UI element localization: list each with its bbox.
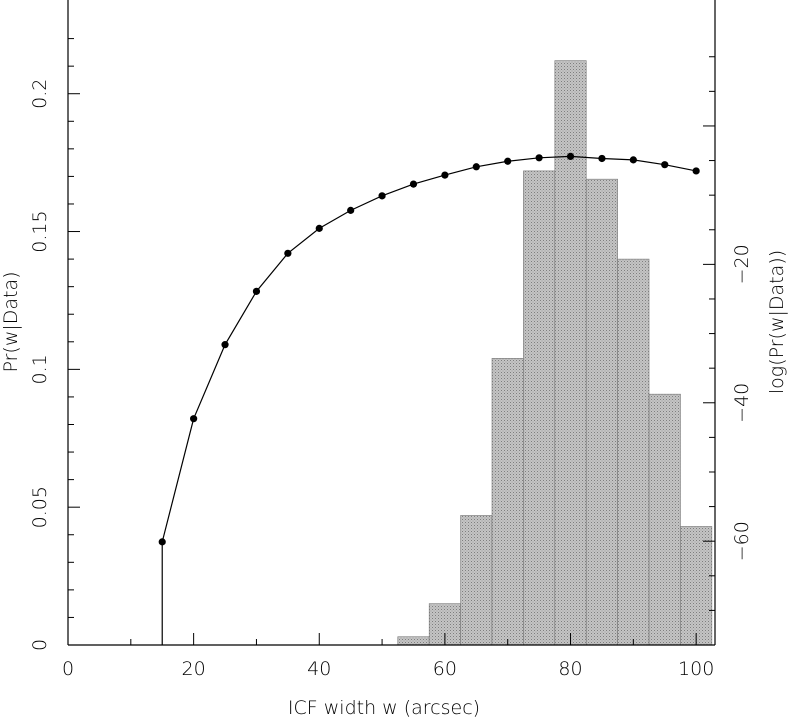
x-axis-label: ICF width w (arcsec) <box>288 697 480 719</box>
curve-point <box>598 154 606 163</box>
curve-point <box>472 163 480 171</box>
histogram-bar <box>397 636 430 646</box>
curve-point <box>378 192 386 200</box>
histogram-bar <box>585 178 618 646</box>
curve-point <box>692 167 700 175</box>
x-tick-label: 40 <box>307 658 331 680</box>
histogram-bar <box>680 526 713 646</box>
y-tick-label: 0.15 <box>29 210 51 252</box>
histogram-bar <box>554 60 587 646</box>
histogram-bar <box>460 515 493 646</box>
y-axis-label: Pr(w|Data) <box>0 271 22 372</box>
y-tick-label: 0.05 <box>29 486 51 528</box>
y-tick-label: 0.2 <box>29 79 51 109</box>
x-tick-label: 60 <box>433 658 457 680</box>
curve-point <box>221 341 229 349</box>
y2-tick-label: −40 <box>731 383 753 423</box>
curve-point <box>535 154 543 162</box>
histogram-bar <box>648 393 681 646</box>
curve-line <box>161 155 697 543</box>
curve-point <box>158 538 166 546</box>
y-tick-label: 0 <box>29 639 51 651</box>
x-tick-label: 100 <box>678 658 714 680</box>
curve-point <box>504 157 512 165</box>
curve-point <box>252 287 261 295</box>
curve-point <box>661 161 669 169</box>
curve-point <box>284 249 292 257</box>
x-tick-label: 20 <box>182 658 206 680</box>
axes: 0 20 40 60 80 100 0 0.05 0.1 0.15 0.2 −20 −40 −60 <box>29 0 753 680</box>
y2-tick-label: −20 <box>731 244 753 284</box>
curve-point <box>190 415 198 423</box>
curve-point <box>315 224 323 232</box>
histogram <box>397 60 713 646</box>
histogram-bar <box>523 170 556 646</box>
log-likelihood-curve <box>158 152 700 645</box>
y2-axis-label: log(Pr(w|Data)) <box>766 250 788 394</box>
histogram-bar <box>617 258 650 646</box>
y-tick-label: 0.1 <box>29 354 51 384</box>
histogram-bar <box>491 358 524 646</box>
curve-point <box>629 156 637 164</box>
x-tick-label: 0 <box>62 658 74 680</box>
curve-point <box>409 180 418 188</box>
y2-tick-label: −60 <box>731 521 753 561</box>
curve-point <box>347 206 355 214</box>
curve-point <box>441 171 449 179</box>
curve-point <box>566 152 575 161</box>
x-tick-label: 80 <box>558 658 582 680</box>
